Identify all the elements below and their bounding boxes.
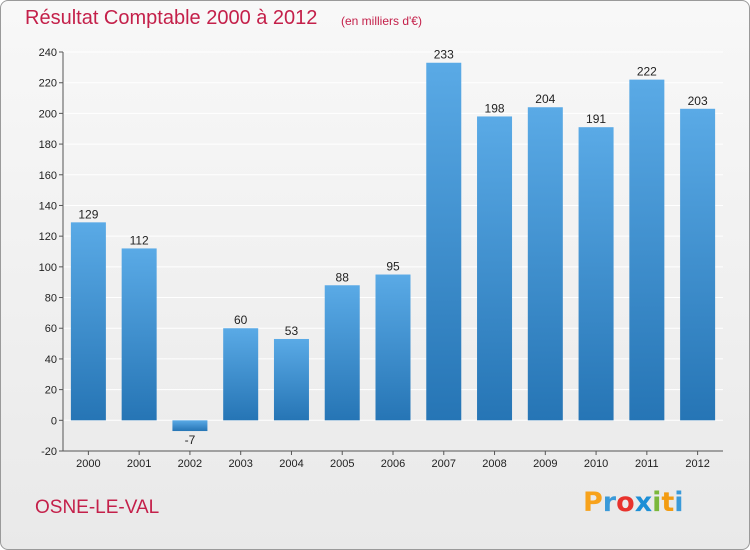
- y-axis: -20 0 20 40 60 80 100 120 140 160 180 200 220 240: [39, 47, 64, 458]
- x-tick-label-2007: 2007: [432, 458, 456, 470]
- value-label-2011: 222: [637, 65, 657, 79]
- logo-letter: t: [661, 487, 675, 518]
- x-tick-label-2003: 2003: [228, 458, 252, 470]
- value-label-2005: 88: [336, 270, 350, 284]
- bar-2002: [172, 420, 208, 432]
- value-label-2000: 129: [78, 207, 98, 221]
- y-tick-label: 120: [39, 231, 57, 243]
- x-tick-label-2001: 2001: [127, 458, 151, 470]
- x-tick-label-2005: 2005: [330, 458, 354, 470]
- chart-title: Résultat Comptable 2000 à 2012: [25, 7, 318, 29]
- x-tick-label-2012: 2012: [685, 458, 709, 470]
- bar-2001: [121, 248, 157, 421]
- logo-letter: r: [602, 487, 617, 518]
- value-label-2004: 53: [285, 324, 299, 338]
- y-tick-label: 80: [45, 293, 57, 305]
- x-tick-label-2008: 2008: [482, 458, 506, 470]
- bar-2007: [426, 62, 462, 421]
- logo-letter: x: [634, 487, 653, 518]
- value-label-2009: 204: [535, 92, 555, 106]
- y-tick-label: 60: [45, 323, 57, 335]
- value-label-2007: 233: [434, 48, 454, 62]
- y-tick-label: 0: [51, 415, 57, 427]
- y-tick-label: 100: [39, 262, 57, 274]
- bar-2008: [477, 116, 513, 421]
- value-labels: 129 112 -7 60 53 88 95 233 198 204 191 222 203: [78, 48, 708, 447]
- value-label-2006: 95: [386, 260, 400, 274]
- x-tick-label-2002: 2002: [178, 458, 202, 470]
- y-tick-label: -20: [41, 446, 57, 458]
- chart-subtitle: (en milliers d'€): [341, 14, 422, 28]
- x-tick-label-2009: 2009: [533, 458, 557, 470]
- x-tick-label-2006: 2006: [381, 458, 405, 470]
- bar-2010: [578, 127, 614, 421]
- y-tick-label: 40: [45, 354, 57, 366]
- value-label-2002: -7: [185, 433, 196, 447]
- proxiti-logo: Proxiti: [583, 487, 684, 518]
- x-tick-label-2011: 2011: [635, 458, 659, 470]
- bar-2012: [680, 108, 716, 421]
- x-tick-label-2004: 2004: [279, 458, 303, 470]
- value-label-2008: 198: [485, 101, 505, 115]
- y-tick-label: 220: [39, 78, 57, 90]
- logo-letter: i: [674, 487, 684, 518]
- bar-2006: [375, 274, 411, 421]
- y-tick-label: 240: [39, 47, 57, 59]
- logo-letter: i: [652, 487, 662, 518]
- y-tick-label: 20: [45, 385, 57, 397]
- bar-2005: [324, 285, 360, 421]
- bar-2004: [273, 338, 309, 421]
- x-tick-label-2000: 2000: [76, 458, 100, 470]
- y-tick-label: 160: [39, 170, 57, 182]
- value-label-2001: 112: [130, 233, 149, 247]
- bar-2000: [70, 222, 106, 421]
- value-label-2012: 203: [688, 94, 708, 108]
- y-tick-label: 200: [39, 108, 57, 120]
- value-label-2003: 60: [234, 313, 248, 327]
- value-label-2010: 191: [586, 112, 606, 126]
- commune-name: OSNE-LE-VAL: [35, 497, 160, 518]
- x-tick-label-2010: 2010: [584, 458, 608, 470]
- bar-2009: [527, 107, 563, 421]
- y-tick-label: 180: [39, 139, 57, 151]
- x-axis: 2000 2001 2002 2003 2004 2005 2006 2007 2008 2009…: [63, 450, 723, 470]
- bars: [70, 62, 716, 432]
- y-tick-label: 140: [39, 200, 57, 212]
- logo-letter: o: [616, 487, 635, 518]
- logo-letter: P: [583, 487, 603, 518]
- bar-2003: [223, 328, 259, 421]
- bar-2011: [629, 79, 665, 421]
